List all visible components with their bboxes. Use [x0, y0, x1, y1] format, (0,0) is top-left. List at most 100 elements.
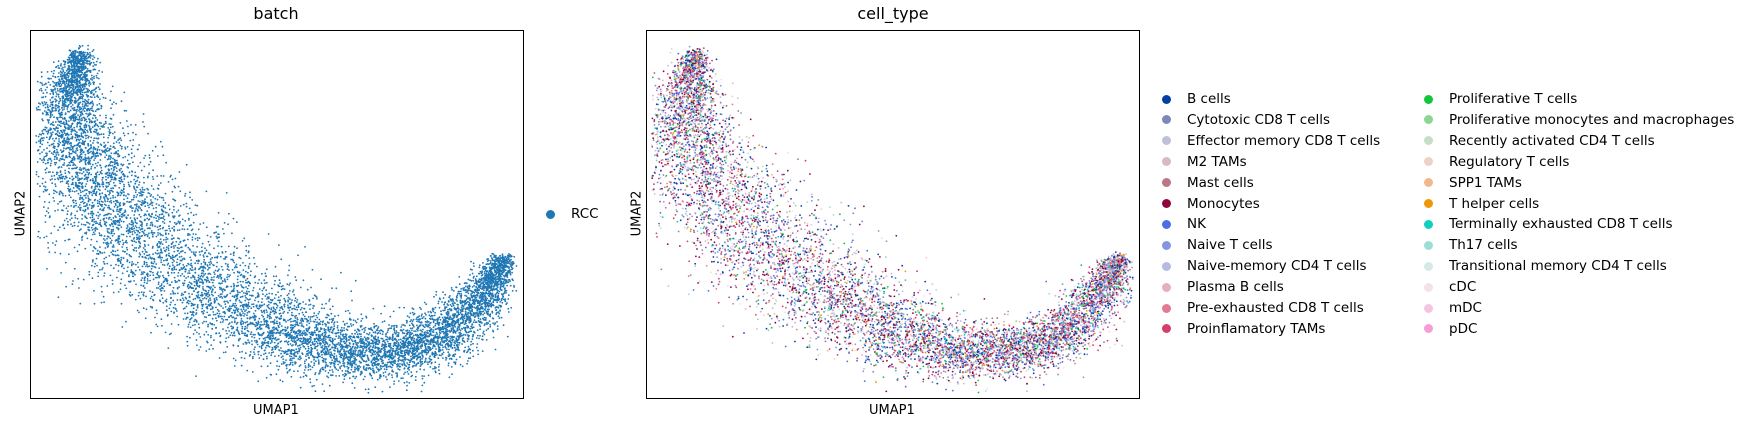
scatter-point: [231, 311, 234, 314]
scatter-point: [66, 108, 69, 110]
scatter-point: [269, 362, 272, 364]
scatter-point: [61, 113, 63, 116]
scatter-point: [69, 97, 72, 99]
scatter-point: [487, 322, 490, 324]
scatter-point: [456, 311, 458, 313]
scatter-point: [230, 285, 233, 288]
scatter-point: [371, 377, 374, 380]
scatter-point: [303, 342, 306, 345]
scatter-point: [182, 224, 184, 227]
scatter-point: [292, 324, 294, 327]
scatter-point: [222, 351, 225, 354]
scatter-point: [298, 365, 301, 368]
scatter-point: [233, 245, 236, 248]
scatter-point: [244, 264, 247, 267]
scatter-point: [136, 238, 138, 241]
scatter-point: [472, 314, 475, 317]
scatter-point: [240, 317, 243, 320]
scatter-point: [69, 102, 72, 105]
scatter-point: [420, 308, 422, 310]
scatter-point: [299, 322, 301, 325]
scatter-point: [99, 219, 102, 222]
scatter-point: [209, 260, 212, 263]
scatter-point: [46, 91, 48, 94]
scatter-point: [393, 341, 396, 344]
scatter-point: [203, 297, 206, 299]
scatter-point: [397, 332, 400, 334]
scatter-point: [44, 126, 47, 129]
scatter-point: [479, 334, 481, 337]
scatter-point: [496, 328, 499, 330]
scatter-point: [88, 124, 90, 127]
scatter-point: [101, 93, 104, 95]
scatter-point: [443, 301, 446, 304]
scatter-point: [482, 332, 484, 334]
scatter-point: [421, 377, 424, 380]
scatter-point: [64, 194, 67, 197]
scatter-point: [103, 301, 105, 304]
scatter-point: [53, 140, 56, 142]
scatter-point: [158, 204, 160, 207]
scatter-point: [77, 114, 79, 116]
scatter-point: [459, 329, 462, 332]
scatter-point: [91, 50, 94, 53]
scatter-point: [280, 288, 283, 291]
scatter-point: [160, 205, 163, 208]
scatter-point: [176, 315, 179, 318]
scatter-point: [200, 274, 203, 277]
scatter-point: [320, 307, 323, 310]
scatter-point: [112, 246, 115, 248]
scatter-point: [87, 48, 89, 51]
scatter-point: [343, 365, 346, 368]
scatter-point: [215, 235, 218, 238]
scatter-point: [239, 291, 241, 294]
scatter-point: [377, 343, 380, 346]
scatter-point: [246, 287, 249, 290]
scatter-point: [357, 342, 360, 344]
scatter-point: [456, 296, 458, 299]
scatter-point: [132, 221, 134, 224]
scatter-point: [330, 351, 332, 354]
scatter-point: [173, 250, 176, 253]
scatter-point: [441, 301, 443, 303]
scatter-point: [467, 338, 470, 340]
scatter-point: [345, 350, 347, 353]
scatter-point: [469, 310, 472, 312]
scatter-point: [438, 328, 441, 330]
scatter-point: [194, 297, 197, 300]
scatter-point: [476, 295, 479, 297]
scatter-point: [273, 312, 276, 315]
scatter-point: [456, 294, 459, 297]
scatter-point: [100, 200, 103, 203]
scatter-point: [147, 132, 149, 135]
scatter-point: [190, 304, 193, 307]
scatter-point: [153, 261, 156, 263]
scatter-point: [47, 242, 49, 244]
scatter-point: [38, 102, 40, 104]
scatter-point: [44, 181, 47, 184]
scatter-point: [126, 226, 129, 228]
scatter-point: [510, 258, 512, 261]
scatter-point: [122, 132, 125, 135]
scatter-point: [324, 343, 326, 346]
scatter-point: [502, 284, 505, 287]
scatter-point: [289, 361, 292, 364]
scatter-point: [244, 325, 247, 328]
scatter-point: [420, 363, 423, 366]
scatter-point: [176, 258, 179, 261]
scatter-point: [44, 214, 47, 217]
scatter-point: [438, 336, 441, 338]
scatter-point: [392, 310, 395, 313]
scatter-point: [103, 251, 106, 254]
scatter-point: [169, 220, 171, 223]
scatter-point: [112, 187, 114, 189]
scatter-point: [237, 345, 239, 347]
scatter-point: [104, 188, 107, 191]
scatter-point: [78, 243, 81, 246]
scatter-point: [266, 314, 269, 317]
scatter-point: [182, 299, 185, 301]
scatter-point: [129, 217, 132, 219]
scatter-point: [440, 310, 442, 313]
scatter-point: [228, 330, 231, 332]
scatter-point: [324, 365, 327, 368]
